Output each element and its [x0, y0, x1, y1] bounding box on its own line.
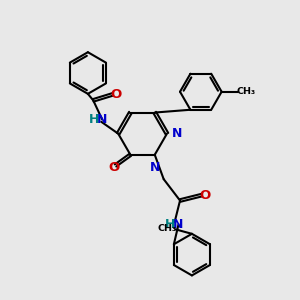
Text: O: O [110, 88, 122, 101]
Text: N: N [173, 218, 184, 231]
Text: O: O [108, 161, 119, 174]
Text: N: N [172, 127, 183, 140]
Text: H: H [89, 113, 100, 126]
Text: N: N [150, 161, 160, 174]
Text: O: O [200, 189, 211, 202]
Text: H: H [165, 218, 175, 231]
Text: CH₃: CH₃ [236, 87, 255, 96]
Text: N: N [97, 113, 107, 126]
Text: CH₃: CH₃ [158, 224, 177, 233]
